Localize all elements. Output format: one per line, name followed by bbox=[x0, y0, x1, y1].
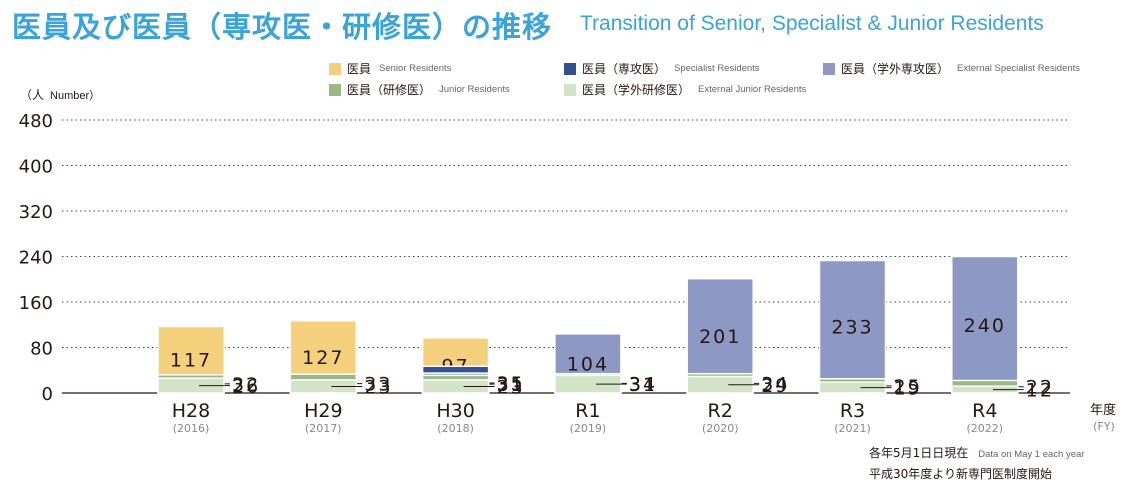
note-date-en: Data on May 1 each year bbox=[978, 449, 1085, 460]
y-axis-unit: （人 Number） bbox=[20, 86, 100, 103]
x-tick-sublabel: (2020) bbox=[702, 422, 739, 435]
x-tick-label: H30 bbox=[436, 400, 474, 422]
legend-label-ja: 医員 bbox=[347, 62, 372, 76]
x-tick-sublabel: (2019) bbox=[570, 422, 607, 435]
x-tick-sublabel: (2021) bbox=[834, 422, 871, 435]
data-label: 23 bbox=[497, 376, 525, 398]
data-label: 240 bbox=[964, 315, 1006, 337]
bar-segment bbox=[818, 259, 887, 394]
legend-item-junior: 医員（研修医） Junior Residents bbox=[329, 81, 510, 98]
y-tick-label: 320 bbox=[19, 202, 53, 223]
x-tick-label: R1 bbox=[575, 400, 600, 422]
legend-swatch bbox=[823, 62, 835, 75]
chart-title-ja: 医員及び医員（専攻医・研修医）の推移 bbox=[12, 10, 553, 44]
legend-swatch bbox=[564, 62, 576, 75]
data-label: 26 bbox=[232, 376, 260, 398]
y-tick-label: 480 bbox=[19, 111, 53, 132]
y-tick-label: 240 bbox=[19, 248, 53, 269]
data-label: 31 bbox=[497, 374, 525, 396]
data-label: 33 bbox=[364, 374, 392, 396]
data-label: 34 bbox=[761, 373, 789, 395]
legend-item-specialist: 医員（専攻医） Specialist Residents bbox=[564, 60, 760, 77]
x-tick-sublabel: (2018) bbox=[437, 422, 474, 435]
data-label: 201 bbox=[699, 326, 741, 348]
x-tick-sublabel: (2016) bbox=[173, 422, 210, 435]
data-label: 127 bbox=[302, 347, 344, 369]
data-label: 32 bbox=[232, 374, 260, 396]
data-label: 12 bbox=[1026, 380, 1054, 402]
legend-swatch bbox=[329, 83, 341, 96]
legend-label-ja: 医員（研修医） bbox=[347, 83, 432, 97]
chart-title-en: Transition of Senior, Specialist & Junio… bbox=[580, 12, 1044, 35]
x-axis-unit-ja: 年度 bbox=[1090, 402, 1116, 418]
data-label: 22 bbox=[1026, 377, 1054, 399]
data-label: 31 bbox=[629, 374, 657, 396]
data-label: 117 bbox=[170, 350, 212, 372]
y-tick-label: 80 bbox=[30, 339, 53, 360]
legend-label-en: Specialist Residents bbox=[674, 63, 760, 74]
y-tick-label: 0 bbox=[42, 384, 53, 405]
legend-item-senior: 医員 Senior Residents bbox=[329, 60, 451, 77]
data-label: 23 bbox=[364, 376, 392, 398]
x-tick-sublabel: (2022) bbox=[967, 422, 1004, 435]
legend-label-ja: 医員（学外研修医） bbox=[582, 83, 691, 97]
note-date: 各年5月1日日現在 Data on May 1 each year bbox=[869, 444, 1084, 461]
data-label: 35 bbox=[497, 373, 525, 395]
data-label: 233 bbox=[831, 317, 873, 339]
x-tick-label: R3 bbox=[840, 400, 865, 422]
note-system: 平成30年度より新専門医制度開始 bbox=[869, 467, 1053, 481]
x-tick-label: H29 bbox=[304, 400, 342, 422]
legend-label-en: External Specialist Residents bbox=[957, 63, 1081, 74]
x-tick-label: H28 bbox=[172, 400, 210, 422]
note-date-ja: 各年5月1日日現在 bbox=[869, 446, 969, 460]
legend-swatch bbox=[564, 83, 576, 96]
y-tick-label: 400 bbox=[19, 157, 53, 178]
x-tick-sublabel: (2017) bbox=[305, 422, 342, 435]
legend-item-external-specialist: 医員（学外専攻医） External Specialist Residents bbox=[823, 60, 1080, 77]
x-tick-label: R2 bbox=[708, 400, 733, 422]
legend-swatch bbox=[329, 62, 341, 75]
x-tick-label: R4 bbox=[972, 400, 997, 422]
data-label: 25 bbox=[894, 376, 922, 398]
y-axis-unit-en: Number） bbox=[50, 90, 101, 102]
data-label: 34 bbox=[629, 373, 657, 395]
legend-label-ja: 医員（専攻医） bbox=[582, 62, 667, 76]
data-label: 104 bbox=[567, 353, 609, 375]
data-label: 29 bbox=[761, 375, 789, 397]
data-label: 19 bbox=[894, 378, 922, 400]
bar-segment bbox=[951, 255, 1019, 394]
legend-item-external-junior: 医員（学外研修医） External Junior Residents bbox=[564, 81, 806, 98]
legend-label-en: External Junior Residents bbox=[698, 84, 807, 95]
legend-label-ja: 医員（学外専攻医） bbox=[841, 62, 950, 76]
y-tick-label: 160 bbox=[19, 293, 53, 314]
x-axis-unit-en: (FY) bbox=[1093, 420, 1115, 433]
legend-label-en: Senior Residents bbox=[379, 63, 452, 74]
y-axis-unit-ja: （人 bbox=[20, 88, 45, 102]
legend-label-en: Junior Residents bbox=[439, 84, 510, 95]
